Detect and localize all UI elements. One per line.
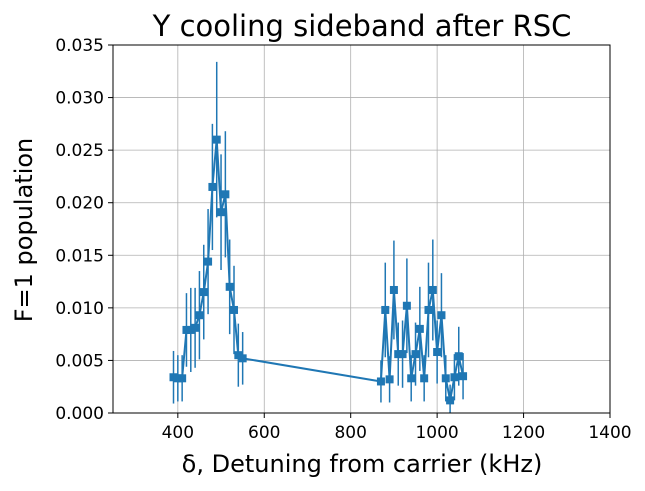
- data-point: [230, 305, 239, 314]
- data-point: [212, 135, 221, 144]
- data-point: [195, 311, 204, 320]
- data-point: [204, 257, 213, 266]
- chart-title: Y cooling sideband after RSC: [152, 9, 572, 43]
- data-point: [441, 374, 450, 383]
- data-point: [186, 325, 195, 334]
- y-tick-label: 0.035: [55, 36, 104, 56]
- data-point: [199, 288, 208, 297]
- data-point: [394, 350, 403, 359]
- data-point: [420, 374, 429, 383]
- series-group: [169, 61, 468, 413]
- x-tick-label: 800: [334, 423, 366, 443]
- data-point: [424, 305, 433, 314]
- x-tick-label: 600: [248, 423, 280, 443]
- x-axis: 400 600 800 1000 1200 1400: [162, 413, 632, 443]
- y-tick-label: 0.025: [55, 141, 104, 161]
- data-point: [225, 282, 234, 291]
- x-tick-label: 1000: [415, 423, 458, 443]
- y-tick-label: 0.010: [55, 299, 104, 319]
- data-point: [191, 323, 200, 332]
- data-point: [169, 373, 178, 382]
- data-point: [450, 373, 459, 382]
- data-point: [381, 305, 390, 314]
- x-tick-label: 1200: [502, 423, 545, 443]
- data-point: [221, 190, 230, 199]
- data-point: [376, 377, 385, 386]
- data-point: [398, 350, 407, 359]
- y-axis: 0.000 0.005 0.010 0.015 0.020 0.025 0.030 0.035: [55, 36, 113, 424]
- x-tick-label: 1400: [588, 423, 631, 443]
- grid: [113, 44, 611, 414]
- y-tick-label: 0.000: [55, 404, 104, 424]
- data-point: [454, 352, 463, 361]
- data-point: [428, 285, 437, 294]
- data-point: [182, 325, 191, 334]
- x-axis-label: δ, Detuning from carrier (kHz): [182, 450, 543, 478]
- data-point: [446, 396, 455, 405]
- data-point: [411, 350, 420, 359]
- data-point: [234, 351, 243, 360]
- x-tick-label: 400: [162, 423, 194, 443]
- data-point: [217, 208, 226, 217]
- y-tick-label: 0.020: [55, 194, 104, 214]
- data-point: [389, 285, 398, 294]
- data-point: [437, 311, 446, 320]
- plot-frame: [112, 44, 611, 414]
- data-point: [173, 374, 182, 383]
- y-axis-label: F=1 population: [10, 138, 38, 323]
- data-point: [238, 354, 247, 363]
- data-point: [433, 348, 442, 357]
- data-point: [415, 324, 424, 333]
- y-tick-label: 0.030: [55, 89, 104, 109]
- data-point: [407, 374, 416, 383]
- y-tick-label: 0.015: [55, 246, 104, 266]
- data-point: [459, 372, 468, 381]
- y-tick-label: 0.005: [55, 351, 104, 371]
- data-point: [178, 374, 187, 383]
- data-point: [402, 301, 411, 310]
- data-point: [385, 375, 394, 384]
- data-point: [208, 182, 217, 191]
